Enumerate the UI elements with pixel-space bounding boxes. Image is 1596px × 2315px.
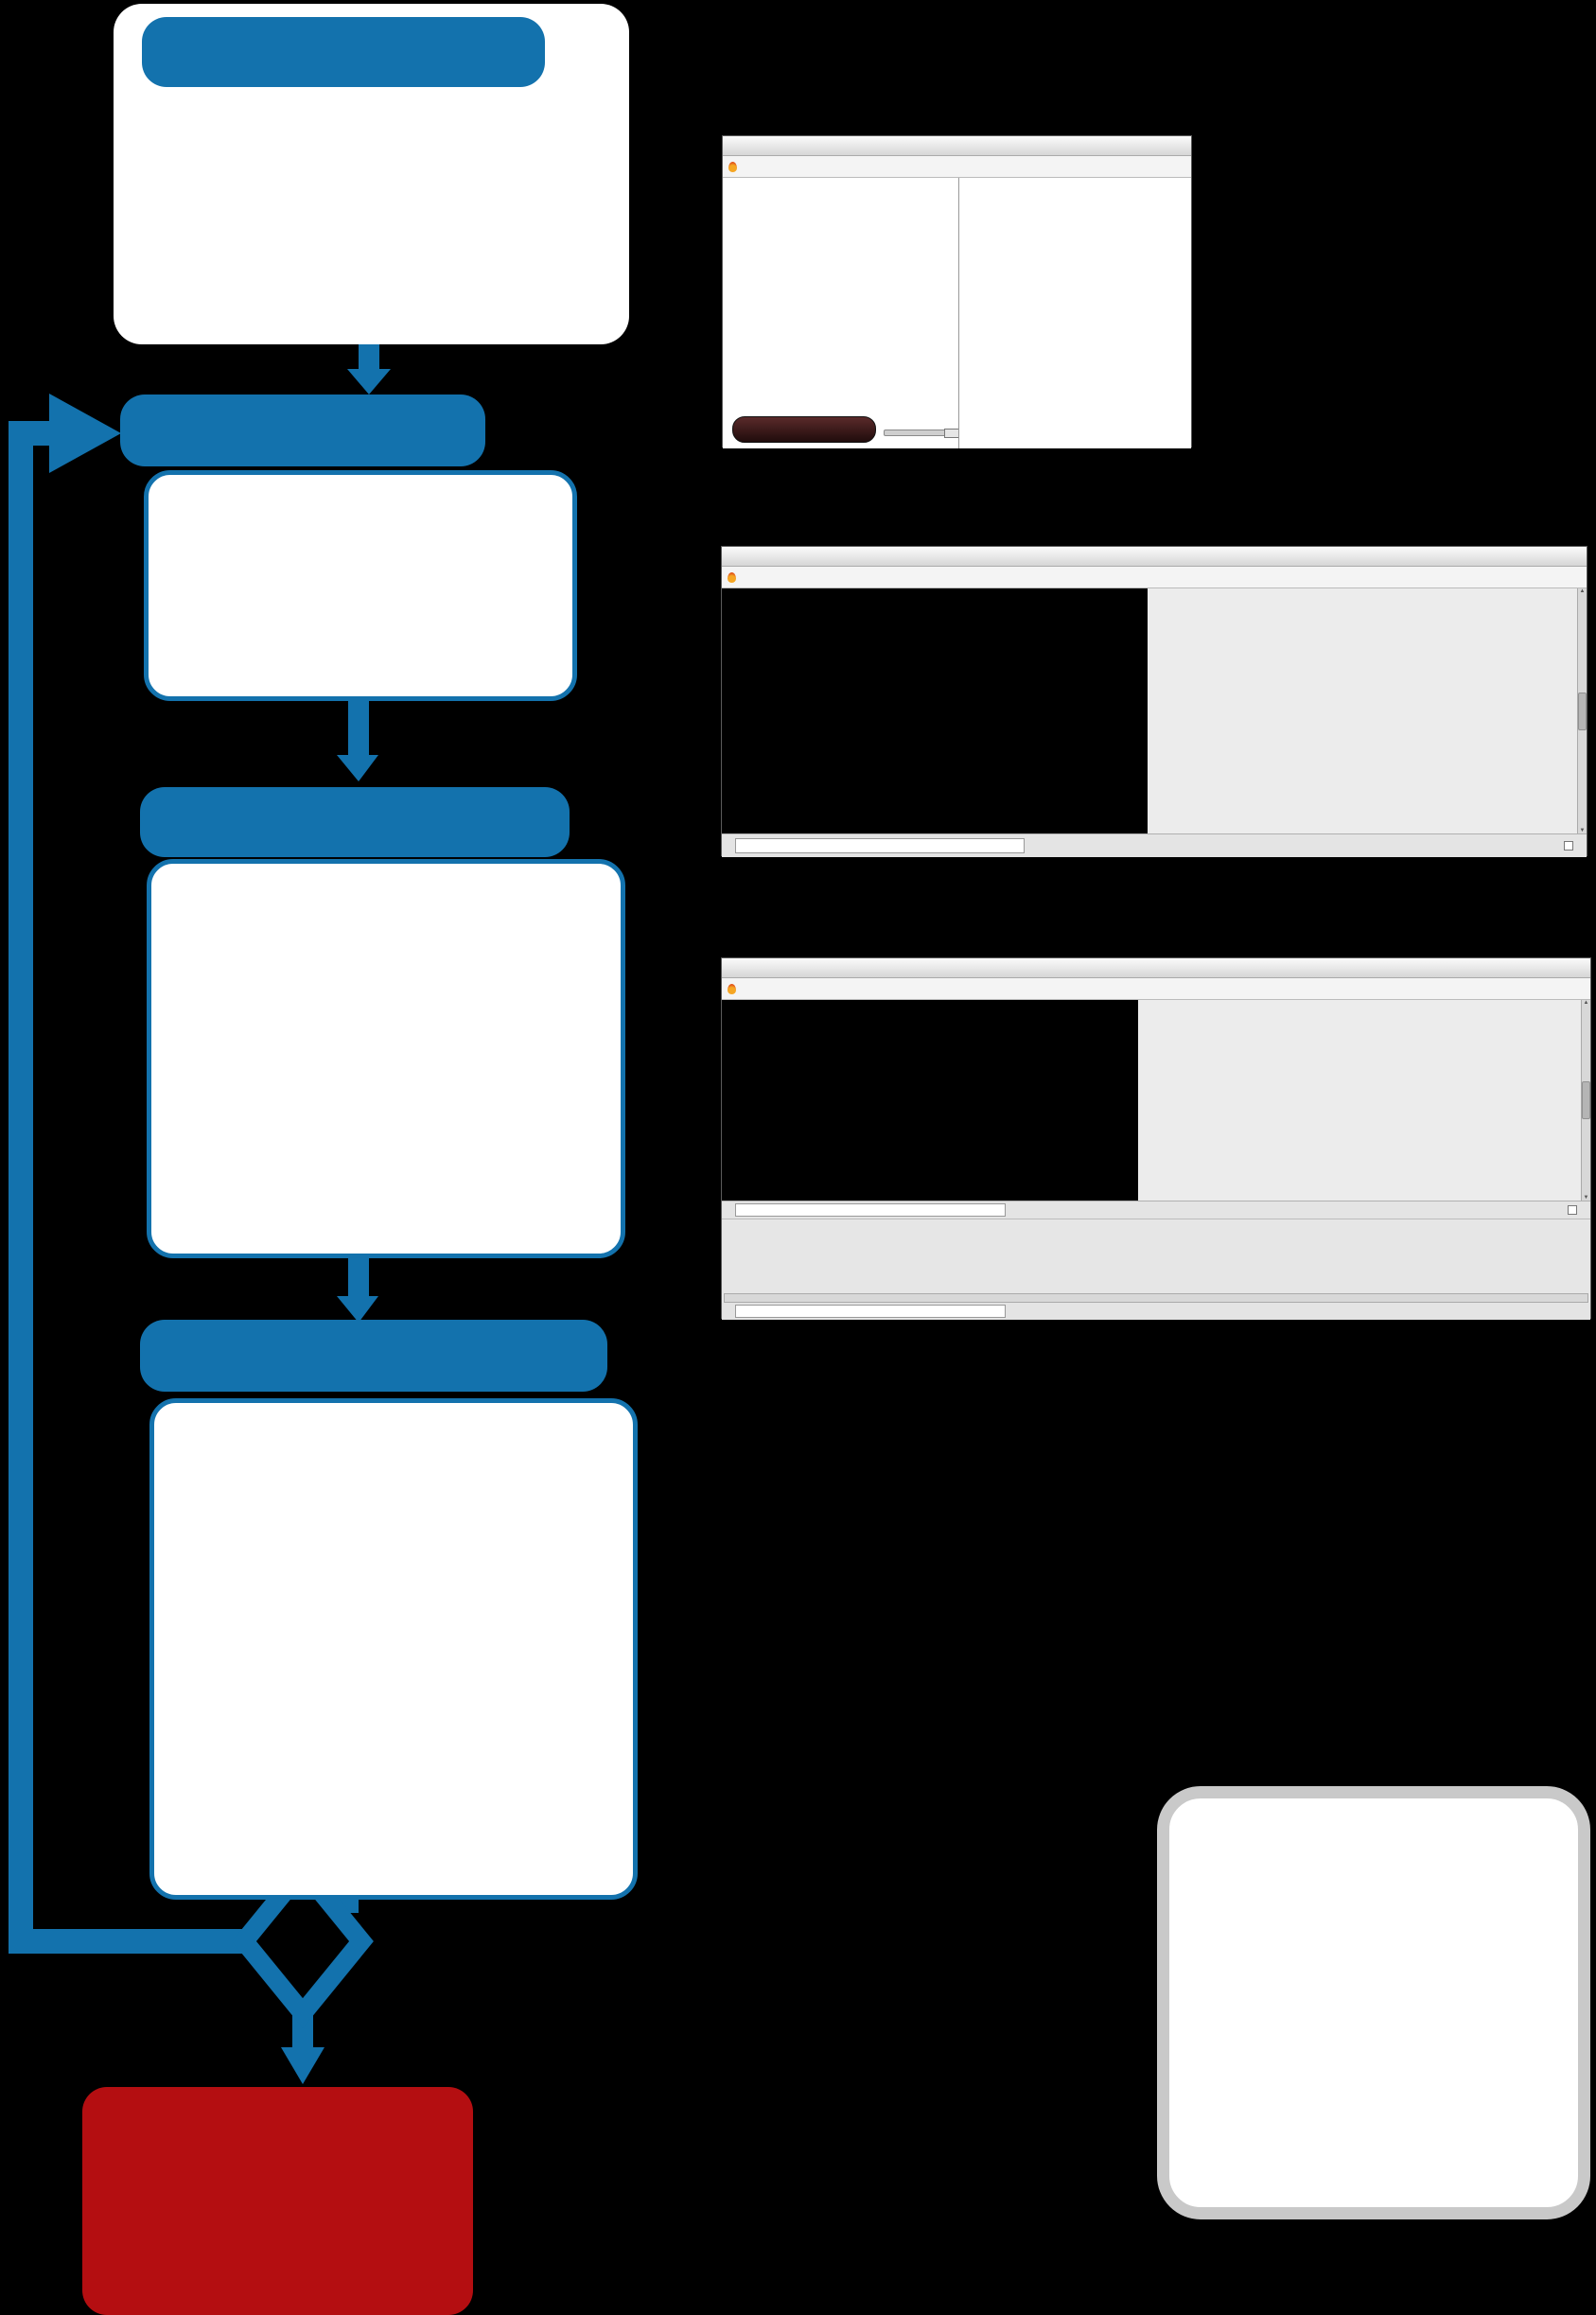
- training-structures-image: [134, 91, 612, 327]
- titlebar[interactable]: [722, 547, 1587, 567]
- ff-hint-1: [731, 1224, 1581, 1245]
- objective-bars-box: [144, 470, 577, 701]
- menubar: [723, 156, 1191, 178]
- eval-bondlength-histogram: [399, 1416, 631, 1655]
- window-forcefield: ▲ ▼: [721, 957, 1591, 1320]
- titlebar[interactable]: [723, 136, 1191, 156]
- eval-rmsg-bars: [399, 1657, 631, 1895]
- fitting-curves-plot: [151, 864, 621, 1254]
- search-input[interactable]: [735, 838, 1025, 853]
- scm-logo: [728, 983, 738, 994]
- forcefield-pane: [722, 1219, 1590, 1293]
- fitting-box: [147, 859, 625, 1258]
- molecule-3d: [722, 588, 1148, 825]
- result-box: [82, 2087, 473, 2315]
- window-adfmovie: [722, 135, 1192, 448]
- molecule-viewport[interactable]: [723, 178, 959, 448]
- titlebar[interactable]: [722, 958, 1590, 978]
- search-input[interactable]: [735, 1203, 1006, 1217]
- errors-only-checkbox[interactable]: [1564, 841, 1573, 851]
- flame-icon: [728, 161, 737, 172]
- molecule-viewport[interactable]: [722, 1000, 1138, 1201]
- window-trainset: ▲ ▼: [721, 546, 1587, 857]
- amorphous-system-image: [1169, 1798, 1578, 2207]
- eval-energy-histogram: [166, 1416, 397, 1655]
- search-bar: [722, 833, 1587, 857]
- md-snapshot-box: [1157, 1786, 1590, 2219]
- molecule-viewport[interactable]: [722, 588, 1148, 833]
- evaluation-box: [149, 1398, 638, 1900]
- trainingset-table[interactable]: ▲ ▼: [1138, 1000, 1590, 1201]
- trainset-table[interactable]: ▲ ▼: [1148, 588, 1587, 833]
- objective-pill: [120, 395, 485, 466]
- scm-logo: [728, 161, 739, 172]
- molecule-3d: [723, 178, 958, 401]
- errors-only-checkbox[interactable]: [1568, 1205, 1577, 1215]
- horizontal-scrollbar[interactable]: [724, 1293, 1588, 1303]
- energy-chart: [959, 178, 1191, 448]
- menubar: [722, 978, 1590, 1000]
- decision-diamond: [232, 1854, 374, 2028]
- vertical-scrollbar[interactable]: ▲ ▼: [1577, 588, 1587, 833]
- flame-icon: [728, 983, 736, 994]
- player-controls[interactable]: [732, 416, 876, 443]
- slider-thumb[interactable]: [944, 429, 958, 438]
- evaluation-pill: [140, 1320, 607, 1392]
- scm-logo: [728, 571, 738, 583]
- molecule-3d: [722, 1000, 1138, 1189]
- vertical-scrollbar[interactable]: ▲ ▼: [1581, 1000, 1590, 1201]
- dft-title-pill: [142, 17, 545, 87]
- menubar: [722, 567, 1587, 588]
- search-input[interactable]: [735, 1305, 1006, 1318]
- player-slider[interactable]: [884, 429, 958, 438]
- search-bar: [722, 1303, 1590, 1320]
- flame-icon: [728, 571, 736, 583]
- search-bar: [722, 1201, 1590, 1219]
- eval-angles-histogram: [166, 1657, 397, 1895]
- fitting-pill: [140, 787, 570, 857]
